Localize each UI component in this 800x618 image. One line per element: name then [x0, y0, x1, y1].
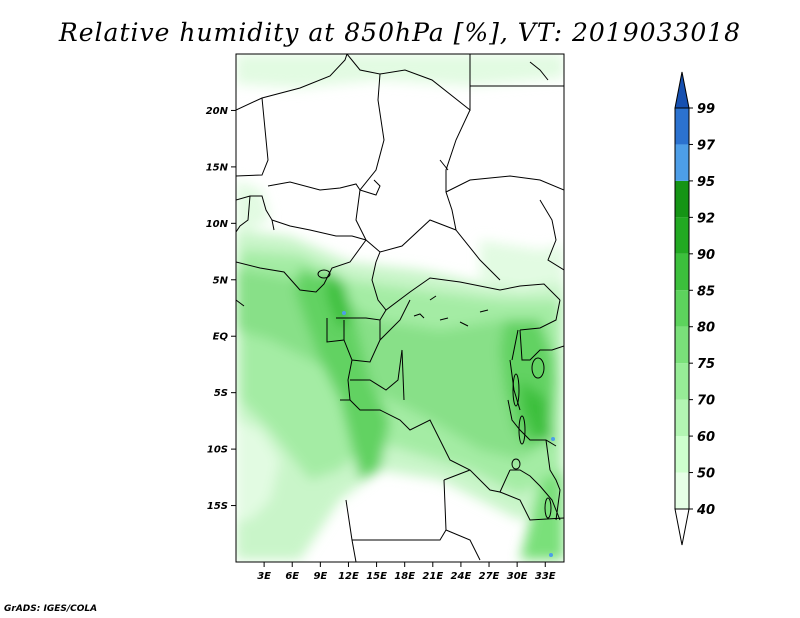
lon-tick-label: 9E [313, 571, 327, 582]
lat-tick-label: 20N [206, 106, 229, 117]
lat-tick-label: 5N [213, 275, 229, 286]
lat-tick-label: EQ [213, 332, 229, 343]
map-frame [235, 53, 565, 563]
lon-tick-label: 21E [422, 571, 443, 582]
lon-tick-label: 6E [285, 571, 299, 582]
longitude-axis: 3E 6E 9E 12E 15E 18E 21E 24E 27E 30E 33E [257, 562, 556, 582]
lat-tick-label: 5S [214, 388, 228, 399]
map-title: Relative humidity at 850hPa [%], VT: 201… [58, 18, 742, 47]
lon-tick-label: 33E [535, 571, 556, 582]
lon-tick-label: 27E [479, 571, 500, 582]
humidity-field [236, 54, 564, 562]
latitude-axis: 20N 15N 10N 5N EQ 5S 10S 15S [206, 106, 236, 512]
credit-label: GrADS: IGES/COLA [4, 604, 98, 614]
lon-tick-label: 3E [257, 571, 271, 582]
lon-tick-label: 24E [451, 571, 472, 582]
lat-tick-label: 10S [207, 445, 228, 456]
lon-tick-label: 18E [394, 571, 415, 582]
lat-tick-label: 15N [206, 162, 229, 173]
lon-tick-label: 12E [338, 571, 359, 582]
lakes [317, 269, 552, 519]
lon-tick-label: 30E [507, 571, 528, 582]
lon-tick-label: 15E [366, 571, 387, 582]
lat-tick-label: 15S [207, 501, 228, 512]
lat-tick-label: 10N [206, 219, 229, 230]
